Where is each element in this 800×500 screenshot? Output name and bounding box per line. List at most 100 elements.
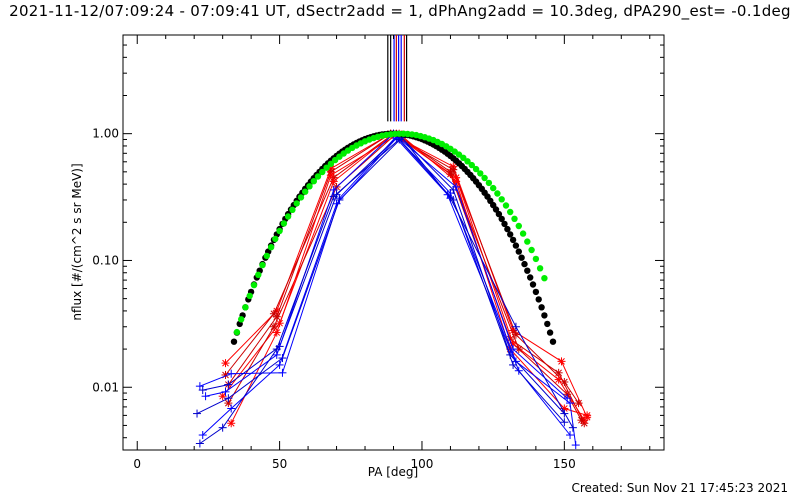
- fit-point: [310, 178, 317, 185]
- series-line: [205, 133, 568, 399]
- series-line: [202, 137, 571, 436]
- fit-point: [319, 168, 326, 176]
- data-point-marker: [224, 394, 233, 403]
- fit-point: [468, 161, 475, 169]
- axes: 0 50 100 150 1.00 0.10 0.01: [92, 35, 664, 471]
- data-point-marker: [218, 423, 227, 432]
- y-tick-label: 1.00: [92, 127, 119, 141]
- fit-point: [495, 210, 503, 218]
- fit-point: [524, 238, 531, 245]
- y-axis-label: nflux [#/(cm^2 s sr MeV)]: [70, 163, 84, 320]
- fit-point: [255, 271, 262, 278]
- fit-point: [306, 183, 313, 190]
- series: [227, 129, 592, 428]
- data-point-marker: [560, 418, 569, 427]
- data-point-marker: [221, 359, 230, 368]
- fit-point: [512, 242, 520, 249]
- data-point-marker: [198, 386, 207, 395]
- fit-point: [498, 215, 505, 223]
- fit-point: [267, 244, 275, 251]
- fit-point: [549, 338, 557, 345]
- fit-point: [507, 208, 514, 216]
- fit-point: [460, 154, 467, 161]
- data-point-marker: [278, 368, 287, 377]
- data-point-marker: [452, 182, 461, 191]
- data-point-marker: [560, 409, 569, 418]
- x-tick-label: 50: [272, 457, 287, 471]
- fit-point: [323, 164, 330, 171]
- fit-point: [481, 174, 488, 182]
- data-point-marker: [443, 190, 452, 199]
- fit-point: [284, 213, 292, 220]
- x-tick-label: 150: [553, 457, 576, 471]
- data-point-marker: [224, 380, 233, 389]
- fit-point: [515, 248, 522, 255]
- fit-point: [546, 329, 554, 336]
- fit-point: [529, 281, 537, 288]
- y-tick-label: 0.10: [92, 253, 119, 267]
- data-point-marker: [272, 328, 281, 337]
- data-point-marker: [554, 375, 563, 384]
- fit-point: [541, 275, 548, 282]
- x-axis-label: PA [deg]: [368, 465, 418, 479]
- created-timestamp: Created: Sun Nov 21 17:45:23 2021: [571, 481, 788, 495]
- fit-point: [501, 220, 508, 228]
- data-point-marker: [221, 387, 230, 396]
- fit-point: [492, 206, 500, 213]
- fit-point: [293, 200, 300, 207]
- fit-point: [521, 260, 528, 268]
- data-point-marker: [583, 411, 592, 420]
- fit-point: [302, 188, 309, 195]
- fit-point: [494, 190, 501, 197]
- data-point-marker: [577, 416, 586, 425]
- data-point-marker: [509, 360, 518, 369]
- fit-point: [464, 158, 471, 165]
- data-point-marker: [227, 404, 236, 413]
- fit-point: [472, 165, 480, 173]
- vertical-markers: [387, 35, 408, 122]
- fit-point: [515, 222, 522, 230]
- fit-point: [511, 215, 518, 222]
- fit-point: [485, 179, 493, 187]
- data-point-marker: [511, 322, 520, 331]
- fit-point: [314, 173, 322, 180]
- fit-point: [507, 231, 514, 238]
- fit-point: [535, 296, 542, 303]
- fit-curves: [230, 130, 557, 345]
- data-series: [193, 129, 592, 450]
- data-point-marker: [326, 171, 335, 180]
- data-point-marker: [329, 192, 338, 201]
- fit-point: [518, 254, 525, 261]
- series-line: [199, 138, 565, 444]
- fit-point: [477, 170, 484, 177]
- fit-point: [259, 261, 266, 269]
- data-point-marker: [571, 441, 580, 450]
- fit-point: [297, 194, 305, 201]
- fit-point: [230, 338, 238, 345]
- chart-title: 2021-11-12/07:09:24 - 07:09:41 UT, dSect…: [9, 2, 791, 20]
- data-point-marker: [201, 392, 210, 401]
- fit-point: [242, 304, 249, 311]
- series: [221, 129, 589, 428]
- fit-point: [519, 230, 527, 237]
- fit-point: [504, 225, 511, 233]
- series: [195, 135, 569, 448]
- data-point-marker: [568, 423, 577, 432]
- fit-curve: [233, 130, 548, 336]
- data-point-marker: [563, 394, 572, 403]
- series-line: [230, 133, 588, 424]
- series: [198, 131, 569, 418]
- fit-point: [498, 196, 505, 203]
- fit-point: [490, 184, 497, 192]
- data-point-marker: [332, 199, 341, 208]
- x-tick-label: 100: [411, 457, 434, 471]
- data-point-marker: [227, 419, 236, 428]
- fit-point: [246, 292, 253, 300]
- data-point-marker: [193, 409, 202, 418]
- fit-point: [502, 202, 510, 209]
- data-point-marker: [509, 339, 518, 348]
- fit-point: [524, 267, 531, 274]
- fit-point: [528, 246, 535, 254]
- fit-point: [509, 236, 517, 244]
